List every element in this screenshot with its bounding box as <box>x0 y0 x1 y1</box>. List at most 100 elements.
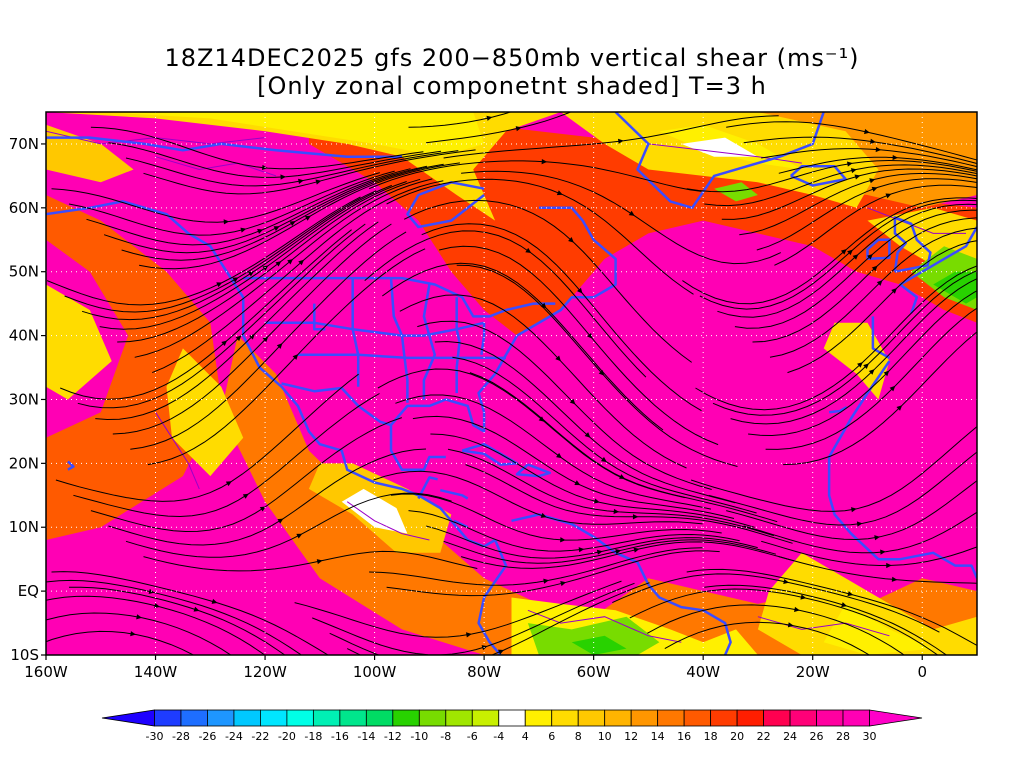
streamline-24 <box>108 448 427 546</box>
colorbar-swatch-27 <box>842 709 870 727</box>
streamline-arrow-3 <box>136 614 142 620</box>
streamline-arrow-90 <box>223 219 230 225</box>
colorbar-swatch-17 <box>577 709 606 727</box>
streamline-14 <box>704 584 948 655</box>
colorbar-label: -22 <box>251 730 269 743</box>
coast-segment-27 <box>417 476 438 500</box>
streamline-arrow-5 <box>794 606 800 613</box>
streamline-18 <box>143 550 478 572</box>
streamline-arrow-71 <box>847 249 853 256</box>
lat-tick-label: EQ <box>18 582 39 600</box>
streamline-arrow-73 <box>525 247 532 254</box>
shear-region-0 <box>46 195 222 540</box>
contour-line-4 <box>527 609 682 643</box>
streamline-86 <box>721 168 977 220</box>
streamline-87 <box>68 170 395 236</box>
streamline-38 <box>783 331 977 466</box>
streamline-79 <box>439 245 719 446</box>
streamline-arrow-61 <box>584 432 591 438</box>
streamline-arrow-29 <box>874 535 880 541</box>
streamline-arrow-79 <box>587 332 593 339</box>
streamline-96 <box>125 150 459 187</box>
streamline-3 <box>46 612 232 655</box>
colorbar-label: 18 <box>704 730 718 743</box>
lon-tick-label: 20W <box>796 663 830 681</box>
streamline-78 <box>121 163 444 261</box>
streamline-85 <box>403 199 692 363</box>
streamline-arrow-82 <box>576 287 583 294</box>
colorbar-swatch-28 <box>869 709 923 727</box>
streamline-arrow-33 <box>225 481 232 487</box>
colorbar-label: 24 <box>783 730 797 743</box>
colorbar-swatch-26 <box>816 709 844 727</box>
streamline-80 <box>756 178 977 251</box>
streamline-27 <box>90 417 402 533</box>
streamline-arrow-63 <box>262 265 269 271</box>
streamline-74 <box>682 197 977 305</box>
streamline-95 <box>778 156 977 174</box>
colorbar-label: -26 <box>198 730 216 743</box>
colorbar-swatch-8 <box>339 709 367 727</box>
streamline-arrow-32 <box>856 521 863 527</box>
contour-line-3 <box>346 501 430 541</box>
streamline-arrow-83 <box>869 178 876 184</box>
streamline-arrow-86 <box>854 174 861 180</box>
colorbar-swatch-16 <box>551 709 579 727</box>
streamline-arrow-16 <box>543 578 550 584</box>
coast-segment-9 <box>515 463 552 478</box>
streamline-arrow-91 <box>541 158 548 165</box>
coast-segment-25 <box>455 297 461 394</box>
coast-segment-16 <box>67 460 75 471</box>
shear-region-23 <box>46 124 134 183</box>
streamline-arrow-84 <box>257 228 264 234</box>
streamline-45 <box>95 221 379 421</box>
streamline-40 <box>447 448 775 537</box>
colorbar: -30 -28 -26 -24 -22 -20 -18 -16 -14 -12 -10 -8 -6 -4 4… <box>101 709 923 743</box>
streamline-arrow-96 <box>298 178 304 184</box>
streamline-arrow-39 <box>276 343 283 349</box>
colorbar-label: -14 <box>357 730 375 743</box>
streamline-33 <box>55 373 359 502</box>
wind-streamlines <box>46 112 977 655</box>
streamline-arrow-85 <box>568 237 574 243</box>
contour-line-5 <box>757 616 890 637</box>
streamline-0 <box>46 630 195 655</box>
streamline-arrow-11 <box>783 578 790 585</box>
streamline-arrow-25 <box>596 549 603 555</box>
lon-tick-label: 140W <box>134 663 178 681</box>
streamline-arrow-34 <box>540 512 547 518</box>
coast-segment-22 <box>351 278 360 387</box>
streamline-83 <box>739 172 977 236</box>
colorbar-label: -8 <box>440 730 451 743</box>
streamline-64 <box>417 320 712 490</box>
streamline-arrow-45 <box>249 333 255 340</box>
streamline-37 <box>465 464 793 544</box>
streamline-arrow-28 <box>578 547 585 553</box>
streamline-56 <box>787 240 977 374</box>
colorbar-swatch-24 <box>763 709 791 727</box>
streamline-arrow-48 <box>235 335 242 342</box>
coastlines <box>46 112 977 655</box>
coast-segment-21 <box>313 303 326 331</box>
streamline-32 <box>708 451 977 526</box>
streamline-arrow-12 <box>193 606 200 612</box>
streamline-16 <box>369 547 703 586</box>
streamline-arrow-4 <box>498 649 505 655</box>
lat-tick-label: 50N <box>9 263 39 281</box>
streamline-1 <box>346 648 362 655</box>
streamline-arrow-30 <box>242 493 249 499</box>
streamline-arrow-43 <box>593 498 600 504</box>
streamline-arrow-31 <box>560 537 566 543</box>
streamline-arrow-18 <box>316 559 323 565</box>
streamline-98 <box>761 148 977 167</box>
streamline-15 <box>51 571 329 655</box>
streamline-arrow-40 <box>613 508 620 515</box>
colorbar-label: 30 <box>863 730 877 743</box>
shear-region-18 <box>714 182 758 202</box>
streamline-26 <box>743 511 977 554</box>
coast-segment-1 <box>389 206 617 471</box>
streamline-22 <box>443 539 777 564</box>
streamline-arrow-87 <box>240 227 247 233</box>
lon-tick-label: 60W <box>577 663 611 681</box>
